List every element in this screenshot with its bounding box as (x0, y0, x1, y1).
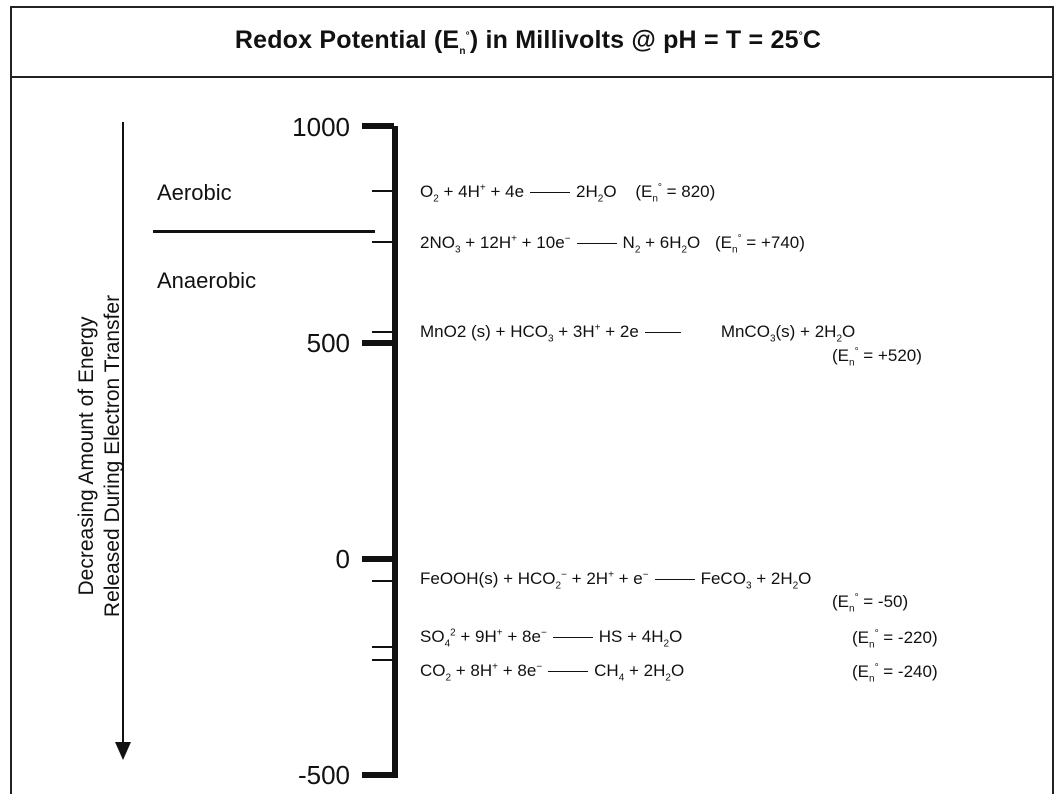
anaerobic-label: Anaerobic (157, 268, 257, 293)
arrow-label-line-1: Decreasing Amount of Energy (75, 316, 98, 596)
reaction-oxygen: O2 + 4H+ + 4e 2H2O (En° = 820) (420, 182, 716, 205)
arrow-label: Decreasing Amount of Energy Released Dur… (74, 176, 126, 736)
minor-tick-minus240 (372, 659, 398, 661)
minor-tick-minus220 (372, 646, 398, 648)
tick-label-0: 0 (335, 544, 350, 574)
arrow-label-line-2: Released During Electron Transfer (101, 294, 124, 618)
minor-tick-820 (372, 190, 398, 192)
reaction-manganese: MnO2 (s) + HCO3 + 3H+ + 2e MnCO3(s) + 2H2… (420, 322, 856, 345)
aerobic-label: Aerobic (157, 180, 232, 205)
yields-dash (552, 636, 593, 639)
yields-dash (644, 331, 681, 334)
tick-label-1000: 1000 (292, 112, 350, 142)
potential-sulfate: (En° = -220) (852, 628, 938, 651)
major-tick-0 (362, 556, 394, 562)
major-tick-500 (362, 340, 394, 346)
yields-dash (530, 191, 571, 194)
potential-carbon-dioxide: (En° = -240) (852, 662, 938, 685)
reaction-carbon-dioxide: CO2 + 8H+ + 8e− CH4 + 2H2O (420, 661, 685, 684)
minor-tick-minus50 (372, 580, 398, 582)
title-divider (12, 76, 1054, 78)
minor-tick-520 (372, 331, 398, 333)
reaction-sulfate: SO42 + 9H+ + 8e− HS + 4H2O (420, 627, 683, 650)
yields-dash (654, 578, 695, 581)
redox-axis (392, 126, 398, 778)
yields-dash (548, 670, 589, 673)
potential-manganese: (En° = +520) (832, 346, 922, 369)
tick-label-minus500: -500 (297, 760, 350, 790)
reaction-iron: FeOOH(s) + HCO2− + 2H+ + e− FeCO3 + 2H2O (420, 569, 812, 592)
major-tick-1000 (362, 123, 394, 129)
minor-tick-740 (372, 241, 398, 243)
potential-iron: (En° = -50) (832, 592, 909, 615)
diagram-frame (10, 6, 1054, 794)
decreasing-energy-arrow-line (122, 122, 124, 748)
reaction-nitrate: 2NO3 + 12H+ + 10e− N2 + 6H2O (En° = +740) (420, 233, 805, 256)
yields-dash (576, 242, 617, 245)
down-arrow-icon (115, 742, 131, 760)
major-tick-minus500 (362, 772, 394, 778)
aerobic-anaerobic-divider (153, 230, 375, 233)
tick-label-500: 500 (306, 328, 350, 358)
page-title: Redox Potential (En°) in Millivolts @ pH… (234, 26, 822, 57)
